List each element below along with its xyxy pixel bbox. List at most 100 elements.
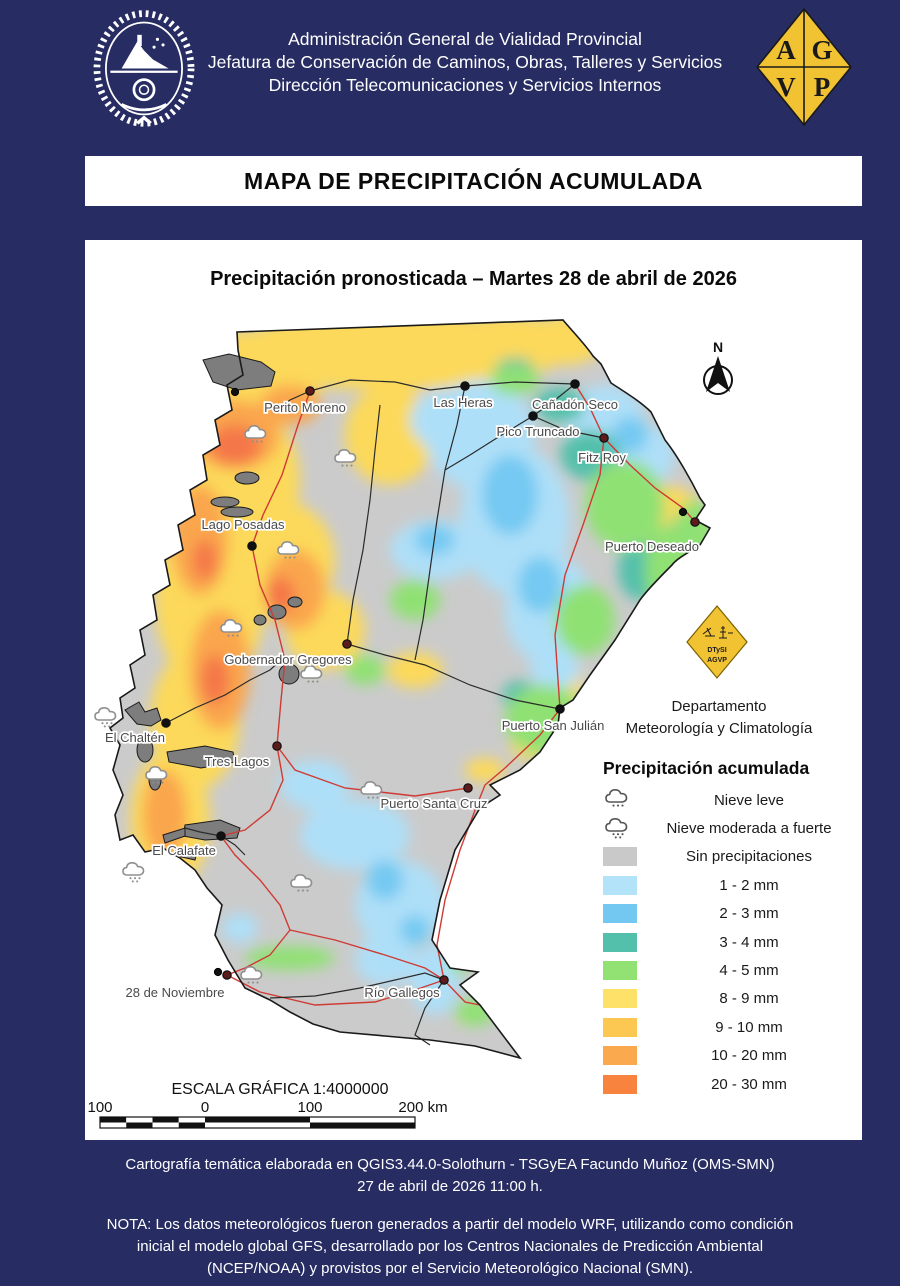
town-ca-ad-n-seco: Cañadón Seco [530, 379, 620, 414]
town-dot [555, 704, 565, 714]
scale-tick-1: 0 [201, 1099, 209, 1116]
note-block: NOTA: Los datos meteorológicos fueron ge… [0, 1214, 900, 1280]
legend-swatch [603, 904, 637, 924]
credit-line-2: 27 de abril de 2026 11:00 h. [357, 1178, 543, 1195]
town-28-de-noviembre: 28 de Noviembre [124, 970, 232, 1002]
legend-label: Sin precipitaciones [686, 848, 812, 866]
scale-bar-title: ESCALA GRÁFICA 1:4000000 [171, 1079, 388, 1098]
town-dot [161, 718, 171, 728]
legend-row-9-10-mm: 9 - 10 mm [603, 1013, 855, 1041]
town-dot [305, 386, 315, 396]
legend-swatch [603, 875, 637, 895]
department-caption: Departamento Meteorología y Climatología [590, 696, 848, 740]
town-label: Puerto Santa Cruz [381, 796, 488, 811]
legend-label: 10 - 20 mm [711, 1047, 787, 1065]
legend-label: 9 - 10 mm [715, 1018, 783, 1036]
org-header: Administración General de Vialidad Provi… [160, 28, 770, 97]
legend-row-nieve-leve: Nieve leve [603, 786, 855, 814]
org-line-3: Dirección Telecomunicaciones y Servicios… [268, 75, 662, 95]
banner-title: MAPA DE PRECIPITACIÓN ACUMULADA [244, 167, 703, 194]
legend-label: 1 - 2 mm [719, 876, 779, 894]
department-line-1: Departamento [671, 698, 767, 715]
town-dot [528, 411, 538, 421]
agvp-letter-p: P [814, 72, 831, 102]
org-line-1: Administración General de Vialidad Provi… [288, 29, 642, 49]
town-label: Pico Truncado [496, 424, 579, 439]
town-dot [247, 541, 257, 551]
north-arrow-icon: N [703, 339, 733, 395]
town-label: Lago Posadas [201, 517, 285, 532]
snow-light-icon [603, 787, 643, 813]
town-label: Gobernador Gregores [224, 652, 352, 667]
town-dot [463, 783, 473, 793]
legend-label: 4 - 5 mm [719, 962, 779, 980]
legend-swatch [603, 1046, 637, 1066]
agvp-letter-g: G [811, 35, 832, 65]
town-dot [222, 970, 232, 980]
snow-heavy-icon [94, 706, 117, 729]
town-dot [216, 831, 226, 841]
town-tres-lagos: Tres Lagos [203, 741, 282, 771]
legend-row-8-9-mm: 8 - 9 mm [603, 985, 855, 1013]
town-dot [213, 967, 223, 977]
town-label: El Chaltén [105, 730, 165, 745]
town-fitz-roy: Fitz Roy [576, 433, 628, 467]
town-label: Puerto Deseado [605, 539, 699, 554]
legend-row-3-4-mm: 3 - 4 mm [603, 928, 855, 956]
roads-black-layer [165, 379, 605, 1046]
town-dot [690, 517, 700, 527]
legend-row-1-2-mm: 1 - 2 mm [603, 871, 855, 899]
town-r-o-gallegos: Río Gallegos [363, 975, 449, 1002]
credit-line-1: Cartografía temática elaborada en QGIS3.… [125, 1156, 775, 1173]
town-perito-moreno: Perito Moreno [262, 386, 348, 417]
legend-row-4-5-mm: 4 - 5 mm [603, 956, 855, 984]
provincial-coat-of-arms-logo [93, 10, 195, 127]
map-canvas: Perito Moreno Las Heras Cañadón Seco Pico T… [94, 319, 748, 1059]
towns-layer: Perito Moreno Las Heras Cañadón Seco Pico T… [103, 379, 701, 1002]
credit-block: Cartografía temática elaborada en QGIS3.… [0, 1154, 900, 1198]
note-line-1: NOTA: Los datos meteorológicos fueron ge… [106, 1216, 794, 1233]
north-arrow-label: N [713, 339, 723, 355]
map-panel: Perito Moreno Las Heras Cañadón Seco Pico T… [85, 240, 862, 1140]
map-banner: MAPA DE PRECIPITACIÓN ACUMULADA [85, 156, 862, 206]
legend-label: 8 - 9 mm [719, 990, 779, 1008]
scale-tick-0: 100 [87, 1099, 112, 1116]
snow-heavy-icon [122, 861, 145, 884]
legend-swatch [603, 989, 637, 1009]
legend: Precipitación acumulada Nieve leve Nieve … [603, 758, 855, 1098]
town-puerto-deseado: Puerto Deseado [603, 517, 701, 556]
town-dot [230, 387, 240, 397]
legend-swatch [603, 932, 637, 952]
agvp-letter-a: A [776, 35, 796, 65]
scale-tick-3: 200 km [398, 1099, 447, 1116]
dtysi-badge: DTySI AGVP [686, 605, 748, 679]
town-dot [272, 741, 282, 751]
town-el-calafate: El Calafate [151, 831, 226, 860]
legend-label: 2 - 3 mm [719, 905, 779, 923]
town-label: Cañadón Seco [532, 397, 618, 412]
scale-bar: ESCALA GRÁFICA 1:4000000 100 0 100 200 k… [87, 1079, 448, 1129]
town-las-heras: Las Heras [432, 381, 495, 412]
town-label: Puerto San Julián [502, 718, 605, 733]
agvp-diamond-logo: A G V P [755, 7, 853, 127]
town-dot [439, 975, 449, 985]
town-label: Perito Moreno [264, 400, 346, 415]
snow-heavy-icon [603, 816, 643, 842]
map-title: Precipitación pronosticada – Martes 28 d… [210, 268, 737, 290]
legend-swatch [603, 1074, 637, 1094]
legend-swatch [603, 1017, 637, 1037]
town-label: Las Heras [433, 395, 493, 410]
town-gobernador-gregores: Gobernador Gregores [223, 639, 354, 669]
town-lago-posadas: Lago Posadas [200, 515, 287, 551]
town-dot [678, 507, 688, 517]
town-pico-truncado: Pico Truncado [495, 411, 581, 441]
town-label: El Calafate [152, 843, 216, 858]
town-label: Fitz Roy [578, 450, 626, 465]
note-line-2: inicial el modelo global GFS, desarrolla… [136, 1238, 764, 1255]
legend-row-10-20-mm: 10 - 20 mm [603, 1042, 855, 1070]
town-dot [460, 381, 470, 391]
department-line-2: Meteorología y Climatología [625, 720, 813, 737]
legend-label: 3 - 4 mm [719, 933, 779, 951]
legend-row-20-30-mm: 20 - 30 mm [603, 1070, 855, 1098]
precipitation-raster [130, 320, 710, 1026]
